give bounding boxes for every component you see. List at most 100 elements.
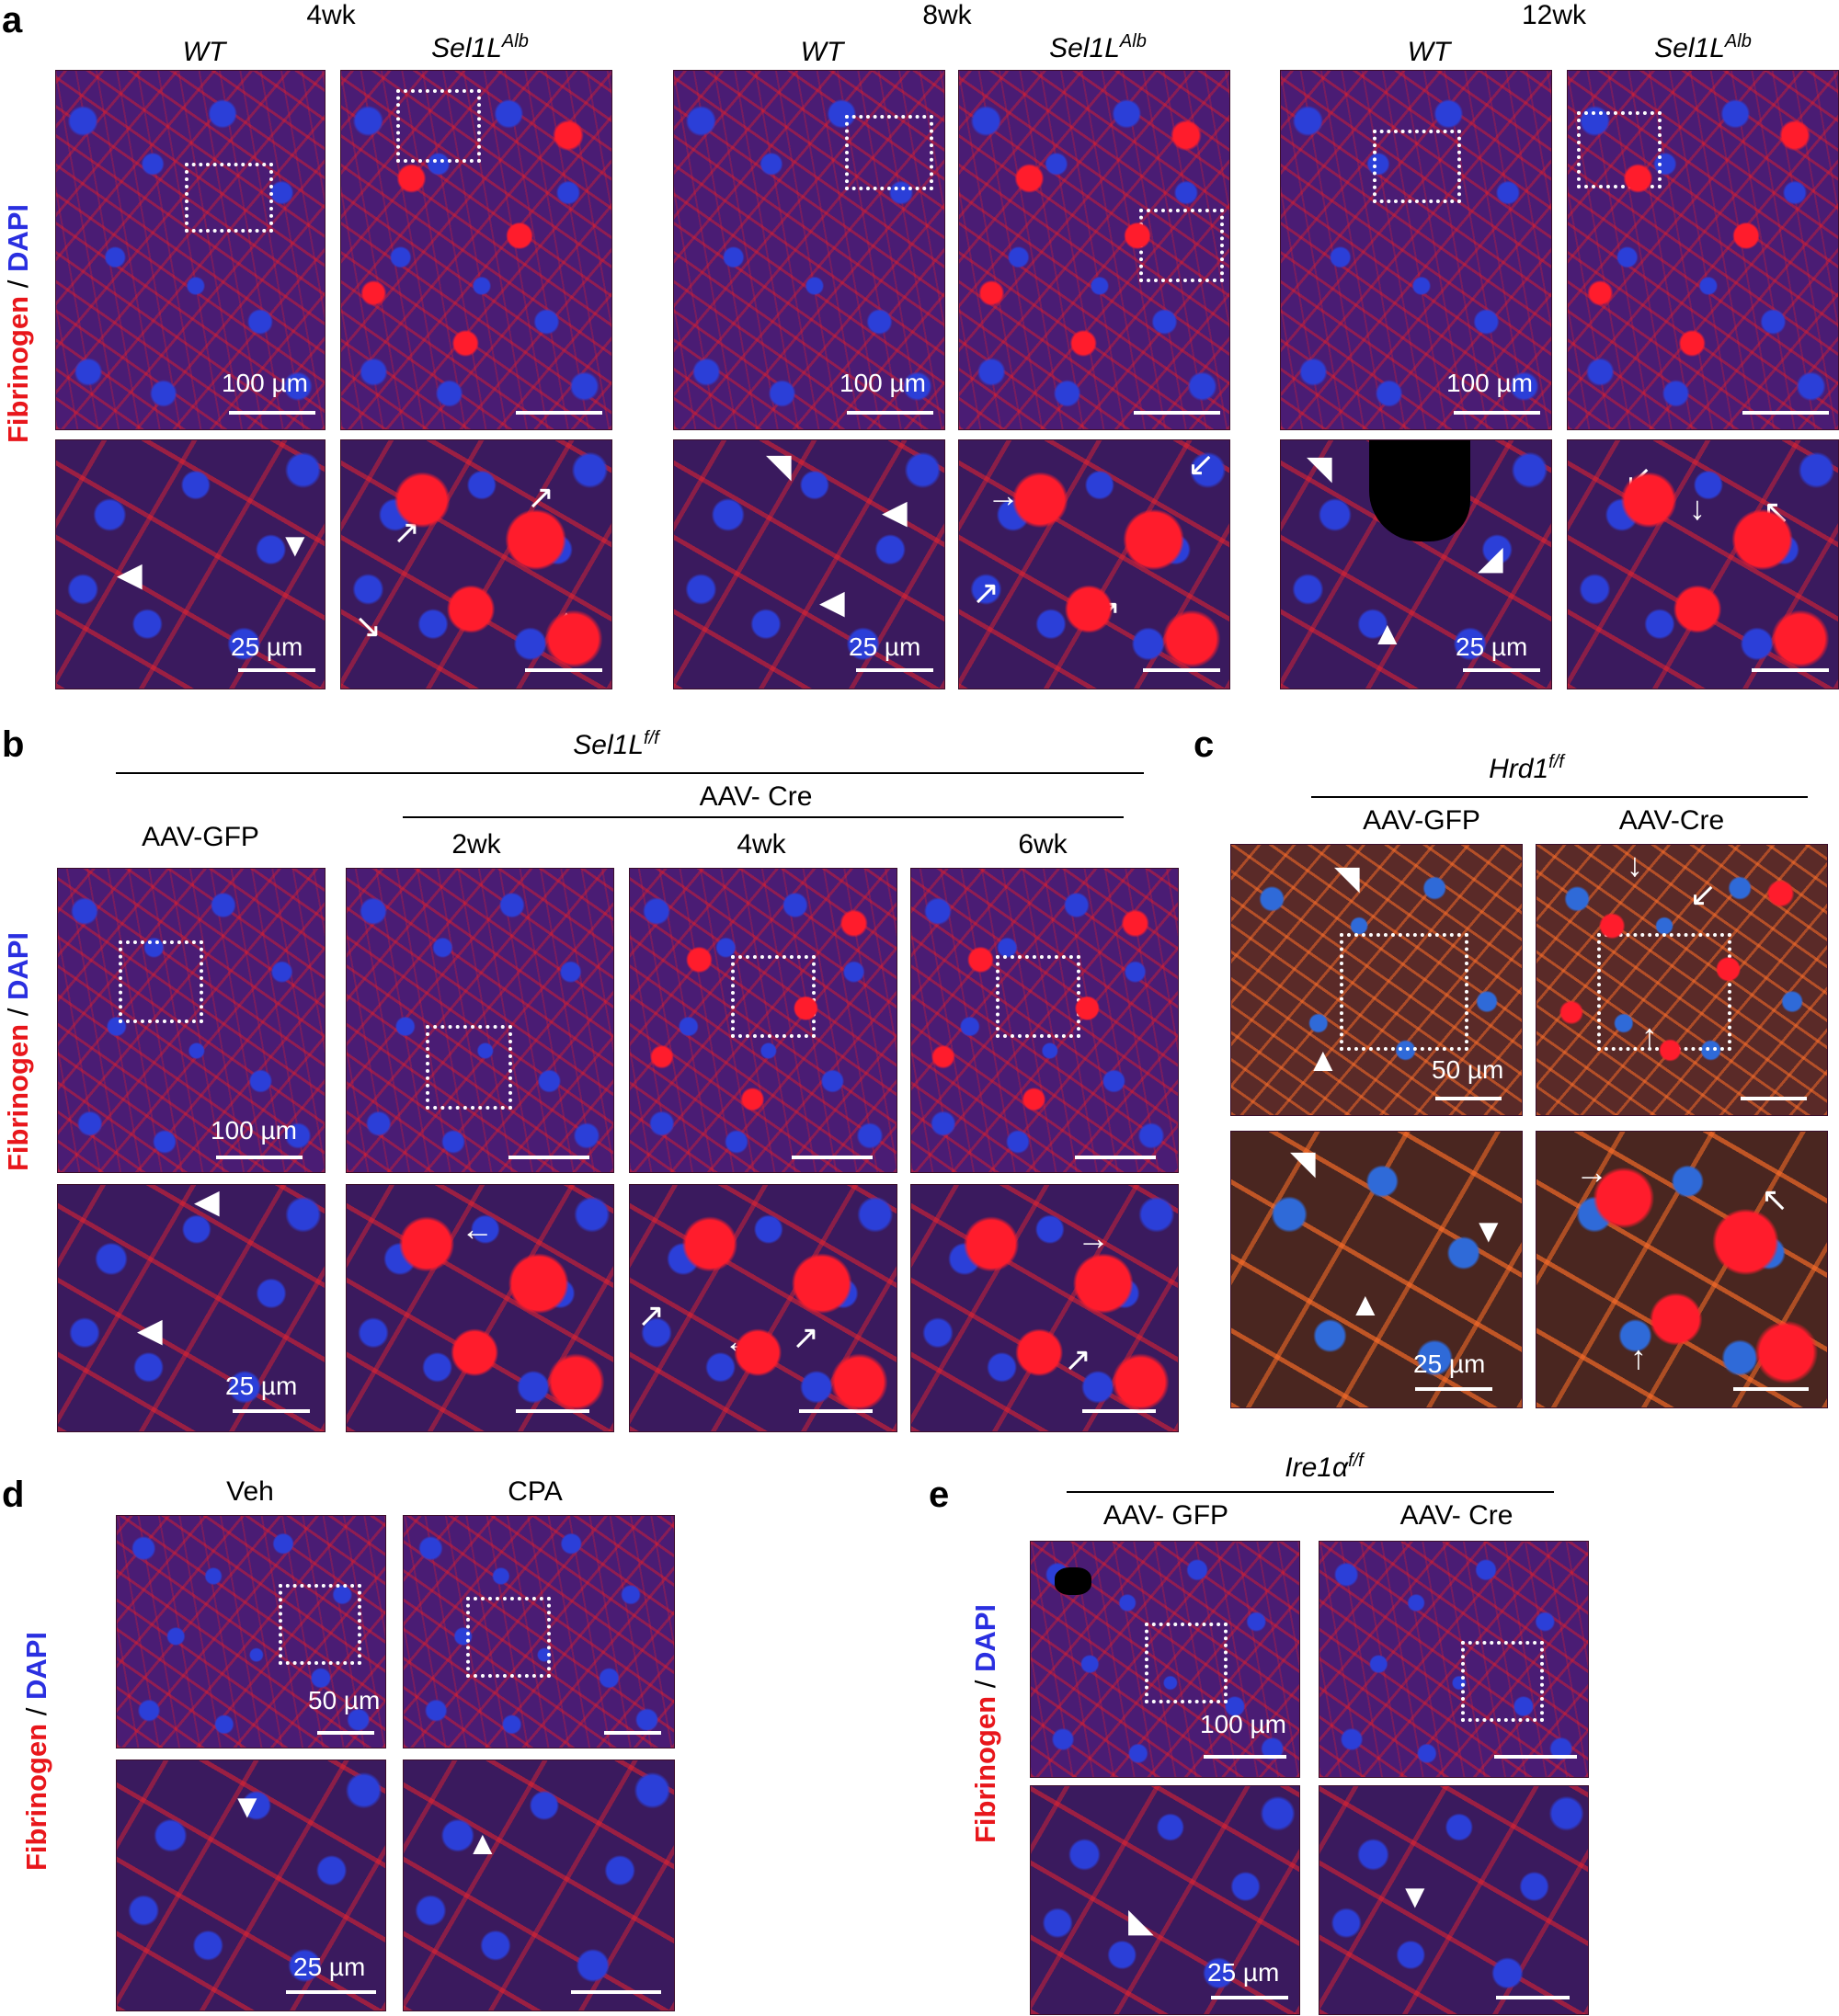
stain-label-b: Fibrinogen / DAPI [2,931,34,1172]
scale-bar [1143,668,1220,672]
arrow-icon: ↑ [558,601,575,639]
a-image-wt-8wk-high: ◥ ◀ ◀ 25 µm [673,439,945,689]
arrowhead-icon: ◀ [117,555,143,593]
a-image-wt-12wk-low: 100 µm [1280,70,1552,430]
arrowhead-icon: ◥ [1334,859,1360,896]
a-image-wt-4wk-low: 100 µm [55,70,326,430]
arrow-icon: ↑ [1641,1017,1658,1054]
e-image-gfp-high: ◣ 25 µm [1030,1785,1300,2015]
arrow-icon: → [1077,1219,1110,1257]
b-image-cre-2wk-low [346,868,614,1173]
a-image-wt-12wk-high: ◥ ◢ ▲ 25 µm [1280,439,1552,689]
arrowhead-icon: ◀ [819,583,845,621]
a-genotype-sel1l-4wk: Sel1LAlb [431,31,529,63]
a-time-8wk: 8wk [922,0,972,30]
zoom-region-box [396,89,481,163]
c-image-gfp-high: ◥ ▼ ▲ 25 µm [1230,1131,1523,1408]
zoom-region-box [1139,209,1224,282]
scale-bar [1752,668,1829,672]
arrowhead-icon: ◀ [137,1311,163,1349]
b-image-cre-2wk-high: ← ↗ [346,1184,614,1432]
arrow-icon: ↓ [1627,846,1643,883]
arrow-icon: ↙ [1689,875,1718,913]
e-image-cre-low [1319,1541,1589,1778]
a-genotype-wt-4wk: WT [182,37,226,67]
a-genotype-sel1l-12wk: Sel1LAlb [1654,31,1752,63]
c-image-cre-low: ↓ ↙ ↑ [1536,844,1828,1116]
arrow-icon: ↑ [1630,1338,1647,1376]
b-image-gfp-high: ◀ ◀ 25 µm [57,1184,326,1432]
a-time-12wk: 12wk [1521,0,1587,30]
scale-bar-label: 100 µm [222,369,308,397]
arrowhead-icon: ◀ [882,493,908,530]
zoom-region-box [1145,1623,1228,1703]
panel-label-b: b [2,724,25,765]
scale-bar [286,1990,376,1994]
a-genotype-sel1l-8wk: Sel1LAlb [1049,31,1147,63]
zoom-region-box [1577,111,1662,188]
arrow-icon: ↗ [527,1270,555,1308]
arrowhead-icon: ▼ [1472,1212,1505,1249]
arrow-icon: ↓ [1689,489,1706,527]
c-genotype-title: Hrd1f/f [1489,752,1564,784]
arrowhead-icon: ◀ [194,1184,220,1220]
arrow-icon: ↘ [354,607,383,644]
arrowhead-icon: ▲ [1371,614,1404,652]
scale-bar [229,411,315,415]
scale-bar-label: 25 µm [1207,1958,1280,1987]
scale-bar-label: 25 µm [231,632,303,661]
b-genotype-title: Sel1Lf/f [573,728,659,760]
arrowhead-icon: ◥ [766,447,792,484]
b-time-6wk: 6wk [1018,829,1068,860]
arrow-icon: ↙ [1187,445,1216,483]
zoom-region-box [1373,130,1461,203]
a-time-4wk: 4wk [306,0,356,30]
arrow-icon: ↖ [1763,493,1791,530]
scale-bar [1741,1097,1807,1100]
arrow-icon: → [1575,1153,1608,1190]
arrowhead-icon: ◣ [1128,1901,1154,1939]
b-cre-label: AAV- Cre [699,781,813,812]
arrowhead-icon: ▼ [231,1787,264,1825]
b-genotype-line [116,772,1144,774]
arrowhead-icon: ▲ [1307,1041,1340,1078]
a-image-sel1l-12wk-high: ↙ ↓ ↖ [1567,439,1839,689]
scale-bar [1211,1996,1288,1999]
e-image-gfp-low: 100 µm [1030,1541,1300,1778]
c-gfp-label: AAV-GFP [1363,805,1480,836]
a-image-wt-8wk-low: 100 µm [673,70,945,430]
arrowhead-icon: ▼ [1399,1877,1432,1915]
e-gfp-label: AAV- GFP [1102,1500,1229,1531]
arrow-icon: ↗ [393,513,421,551]
e-image-cre-high: ▼ [1319,1785,1589,2015]
a-genotype-wt-8wk: WT [800,37,844,67]
scale-bar [847,411,933,415]
scale-bar [1463,668,1540,672]
arrow-icon: ↙ [1625,458,1653,495]
a-image-wt-4wk-high: ◀ ▼ 25 µm [55,439,326,689]
scale-bar [216,1156,303,1159]
zoom-region-box [426,1025,512,1110]
arrow-icon: ↗ [1093,592,1122,630]
d-image-cpa-low [403,1515,675,1748]
e-cre-label: AAV- Cre [1399,1500,1513,1531]
scale-bar-label: 100 µm [840,369,926,397]
arrow-icon: ← [724,1322,757,1360]
scale-bar [1494,1755,1577,1759]
e-genotype-line [1067,1491,1554,1493]
panel-label-e: e [929,1475,950,1515]
scale-bar [604,1731,661,1735]
scale-bar [508,1156,589,1159]
scale-bar [238,668,315,672]
zoom-region-box [845,115,933,190]
arrow-icon: ↗ [972,574,1000,611]
scale-bar [856,668,933,672]
scale-bar-label: 25 µm [1456,632,1528,661]
zoom-region-box [1461,1641,1544,1722]
b-image-cre-4wk-high: ↗ ← ↗ [629,1184,897,1432]
b-image-cre-4wk-low [629,868,897,1173]
scale-bar-label: 100 µm [1200,1710,1286,1738]
b-image-gfp-low: 100 µm [57,868,326,1173]
a-image-sel1l-4wk-low [340,70,612,430]
scale-bar [571,1990,661,1994]
